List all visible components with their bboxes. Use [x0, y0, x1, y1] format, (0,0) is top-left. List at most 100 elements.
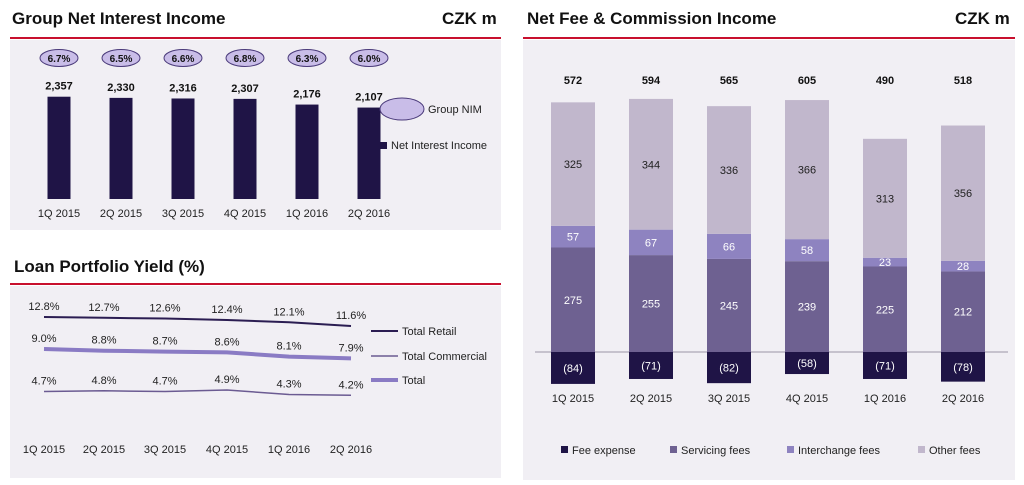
fee-expense-label: (58): [797, 358, 817, 370]
servicing-fees-label: 225: [876, 304, 894, 316]
servicing-fees-segment: [551, 247, 595, 352]
nim-value-label: 6.7%: [48, 54, 71, 65]
nim-bubble: [349, 49, 389, 67]
other-fees-segment: [551, 102, 595, 226]
yield-x-tick-label: 2Q 2015: [83, 444, 125, 456]
retail-value-label: 12.8%: [28, 301, 59, 313]
nim-bubble: [225, 49, 265, 67]
fee-expense-segment: [863, 352, 907, 379]
other-fees-segment: [941, 125, 985, 261]
total-value-label: 8.1%: [276, 341, 301, 353]
retail-value-label: 12.6%: [149, 303, 180, 315]
nim-bubble: [287, 49, 327, 67]
legend-fee-expense-label: Fee expense: [572, 445, 636, 457]
nim-bubble: [39, 49, 79, 67]
legend-other-fees-swatch: [918, 446, 925, 453]
nim-value-label: 6.8%: [234, 54, 257, 65]
fee-total-label: 518: [954, 75, 972, 87]
other-fees-segment: [629, 98, 673, 230]
fee-expense-label: (84): [563, 363, 583, 375]
fee-unit: CZK m: [955, 9, 1010, 28]
fee-x-tick-label: 2Q 2016: [942, 393, 984, 405]
total-value-label: 8.7%: [152, 336, 177, 348]
commercial-line: [43, 389, 352, 397]
fee-x-tick-label: 3Q 2015: [708, 393, 750, 405]
other-fees-segment: [707, 106, 751, 234]
nii-bar: [233, 98, 257, 199]
nim-bubble: [163, 49, 203, 67]
fee-total-label: 605: [798, 75, 816, 87]
other-fees-label: 336: [720, 165, 738, 177]
nii-value-label: 2,316: [169, 82, 197, 94]
total-value-label: 7.9%: [338, 342, 363, 354]
fee-total-label: 565: [720, 75, 738, 87]
yield-title: Loan Portfolio Yield (%): [14, 257, 205, 276]
commercial-value-label: 4.7%: [152, 376, 177, 388]
interchange-fees-segment: [629, 229, 673, 256]
legend-servicing-fees-swatch: [670, 446, 677, 453]
other-fees-segment: [785, 100, 829, 240]
legend-other-fees-label: Other fees: [929, 445, 981, 457]
commercial-value-label: 4.9%: [214, 374, 239, 386]
interchange-fees-label: 28: [957, 261, 969, 273]
nii-x-tick-label: 3Q 2015: [162, 208, 204, 220]
fee-x-tick-label: 1Q 2016: [864, 393, 906, 405]
other-fees-label: 344: [642, 159, 660, 171]
commercial-value-label: 4.8%: [91, 375, 116, 387]
legend-nim-label: Group NIM: [428, 104, 482, 116]
other-fees-label: 325: [564, 159, 582, 171]
total-value-label: 8.6%: [214, 336, 239, 348]
legend-commercial-label: Total Commercial: [402, 351, 487, 363]
commercial-value-label: 4.3%: [276, 379, 301, 391]
nim-value-label: 6.0%: [358, 54, 381, 65]
total-line: [43, 347, 352, 361]
other-fees-segment: [863, 138, 907, 258]
servicing-fees-segment: [785, 261, 829, 352]
fee-expense-segment: [707, 352, 751, 384]
fee-total-label: 572: [564, 75, 582, 87]
fee-expense-segment: [941, 352, 985, 382]
nii-value-label: 2,307: [231, 83, 259, 95]
yield-x-tick-label: 1Q 2016: [268, 444, 310, 456]
interchange-fees-label: 58: [801, 245, 813, 257]
interchange-fees-segment: [707, 233, 751, 259]
servicing-fees-label: 275: [564, 295, 582, 307]
yield-chart: 12.8% 12.7% 12.6% 12.4% 12.1% 11.6% 9.0% 8.8% 8.…: [23, 301, 487, 456]
yield-x-tick-label: 4Q 2015: [206, 444, 248, 456]
fee-plot-background: [523, 40, 1015, 480]
legend-total-label: Total: [402, 375, 425, 387]
legend-fee-expense-swatch: [561, 446, 568, 453]
fee-expense-label: (78): [953, 362, 973, 374]
nii-unit: CZK m: [442, 9, 497, 28]
nii-value-label: 2,330: [107, 82, 135, 94]
fee-expense-segment: [785, 352, 829, 375]
nii-x-tick-label: 1Q 2016: [286, 208, 328, 220]
total-value-label: 9.0%: [31, 333, 56, 345]
nim-value-label: 6.6%: [172, 54, 195, 65]
commercial-value-label: 4.2%: [338, 379, 363, 391]
legend-interchange-fees-swatch: [787, 446, 794, 453]
fee-expense-label: (71): [641, 360, 661, 372]
fee-title-rule: [523, 37, 1015, 39]
interchange-fees-segment: [941, 260, 985, 272]
servicing-fees-label: 245: [720, 300, 738, 312]
nim-bubble: [101, 49, 141, 67]
nii-x-tick-label: 1Q 2015: [38, 208, 80, 220]
interchange-fees-label: 23: [879, 257, 891, 269]
legend-nii-swatch: [380, 142, 387, 149]
servicing-fees-segment: [629, 255, 673, 352]
fee-x-tick-label: 4Q 2015: [786, 393, 828, 405]
interchange-fees-segment: [785, 239, 829, 262]
legend-nim-swatch: [379, 97, 425, 121]
nii-value-label: 2,176: [293, 89, 321, 101]
servicing-fees-label: 255: [642, 299, 660, 311]
fee-x-tick-label: 2Q 2015: [630, 393, 672, 405]
yield-x-tick-label: 3Q 2015: [144, 444, 186, 456]
legend-servicing-fees-label: Servicing fees: [681, 445, 751, 457]
nii-chart: 2,357 6.7% 1Q 2015 2,330 6.5% 2Q 2015 2,316 6.6…: [38, 49, 487, 220]
legend-retail-label: Total Retail: [402, 326, 456, 338]
retail-value-label: 11.6%: [336, 310, 367, 322]
fee-expense-segment: [551, 352, 595, 384]
nii-title: Group Net Interest Income: [12, 9, 226, 28]
